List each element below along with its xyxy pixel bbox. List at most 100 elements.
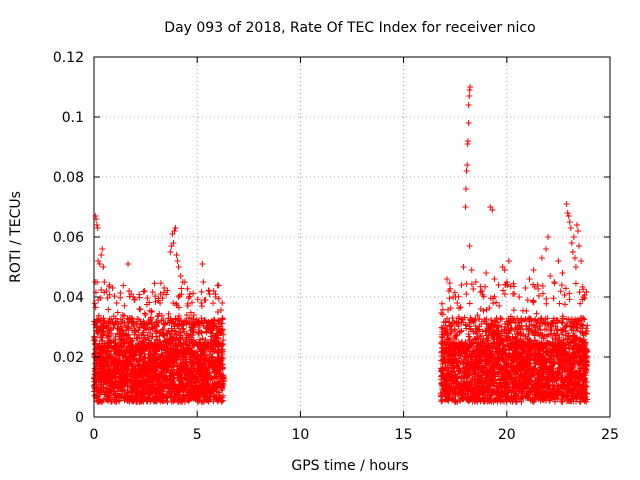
data-point: [583, 288, 590, 295]
data-point: [130, 384, 137, 391]
data-point: [117, 360, 124, 367]
data-point: [187, 395, 194, 402]
data-point: [498, 315, 505, 322]
data-point: [163, 377, 170, 384]
data-point: [124, 378, 131, 385]
data-point: [128, 395, 135, 402]
data-point: [115, 353, 122, 360]
data-point: [157, 280, 164, 287]
data-point: [141, 390, 148, 397]
data-point: [211, 374, 218, 381]
data-point: [438, 300, 445, 307]
data-point: [178, 285, 185, 292]
data-point: [97, 376, 104, 383]
data-point: [97, 363, 104, 370]
data-point: [209, 386, 216, 393]
data-point: [108, 330, 115, 337]
data-point: [152, 328, 159, 335]
data-point: [200, 373, 207, 380]
data-point: [154, 346, 161, 353]
data-point: [177, 344, 184, 351]
data-point: [103, 347, 110, 354]
data-point: [106, 291, 113, 298]
data-point: [205, 287, 212, 294]
data-point: [188, 392, 195, 399]
data-point: [200, 382, 207, 389]
data-point: [215, 295, 222, 302]
data-point: [210, 337, 217, 344]
data-point: [159, 393, 166, 400]
data-point: [209, 325, 216, 332]
data-point: [157, 291, 164, 298]
data-point: [119, 318, 126, 325]
data-point: [97, 352, 104, 359]
data-point: [205, 318, 212, 325]
data-point: [157, 363, 164, 370]
data-point: [195, 368, 202, 375]
data-point: [141, 354, 148, 361]
data-point: [177, 349, 184, 356]
data-point: [184, 285, 191, 292]
data-point: [122, 360, 129, 367]
data-point: [216, 396, 223, 403]
data-point: [165, 388, 172, 395]
data-point: [202, 372, 209, 379]
data-point: [190, 395, 197, 402]
data-point: [184, 396, 191, 403]
data-point: [139, 329, 146, 336]
data-point: [141, 310, 148, 317]
data-point: [201, 377, 208, 384]
data-point: [203, 386, 210, 393]
data-point: [96, 357, 103, 364]
data-point: [124, 389, 131, 396]
data-point: [147, 373, 154, 380]
data-point: [219, 374, 226, 381]
data-point: [133, 383, 140, 390]
data-point: [185, 295, 192, 302]
data-point: [456, 305, 463, 312]
data-point: [446, 280, 453, 287]
data-point: [201, 357, 208, 364]
data-point: [535, 292, 542, 299]
data-point: [150, 356, 157, 363]
data-point: [175, 304, 182, 311]
data-point: [183, 370, 190, 377]
data-point: [180, 325, 187, 332]
data-point: [198, 303, 205, 310]
data-point: [182, 375, 189, 382]
data-point: [116, 326, 123, 333]
data-point: [148, 341, 155, 348]
data-point: [212, 358, 219, 365]
data-point: [140, 371, 147, 378]
data-point: [173, 300, 180, 307]
data-point: [128, 370, 135, 377]
data-point: [158, 350, 165, 357]
data-point: [92, 385, 99, 392]
data-point: [173, 347, 180, 354]
data-point: [189, 391, 196, 398]
data-point: [156, 330, 163, 337]
data-point: [219, 346, 226, 353]
data-point: [107, 338, 114, 345]
data-point: [146, 337, 153, 344]
data-point: [123, 355, 130, 362]
data-point: [121, 394, 128, 401]
data-point: [135, 331, 142, 338]
data-point: [550, 295, 557, 302]
data-point: [162, 338, 169, 345]
data-point: [438, 398, 445, 405]
data-point: [151, 388, 158, 395]
data-point: [134, 315, 141, 322]
data-point: [118, 378, 125, 385]
data-point: [178, 291, 185, 298]
data-point: [136, 345, 143, 352]
data-point: [96, 397, 103, 404]
data-points: [91, 84, 591, 405]
data-point: [210, 300, 217, 307]
data-point: [107, 376, 114, 383]
data-point: [208, 354, 215, 361]
data-point: [197, 320, 204, 327]
data-point: [209, 348, 216, 355]
data-point: [148, 367, 155, 374]
data-point: [147, 390, 154, 397]
